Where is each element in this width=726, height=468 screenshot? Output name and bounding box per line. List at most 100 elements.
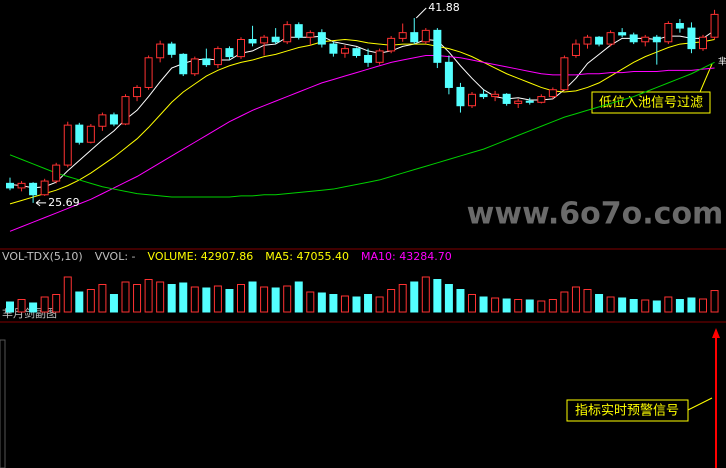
candle-body	[444, 61, 453, 88]
candle-body	[514, 100, 523, 104]
volume-bar	[710, 290, 719, 313]
volume-bar	[652, 300, 661, 313]
annotation-box	[591, 91, 711, 114]
candle-body	[98, 114, 107, 127]
indicator-label: MA10: 43284.70	[361, 250, 452, 263]
low-label: 25.69	[48, 196, 80, 209]
volume-bar	[675, 299, 684, 313]
indicator-label: MA5: 47055.40	[265, 250, 349, 263]
volume-bar	[133, 284, 142, 313]
candle-body	[17, 182, 26, 189]
candle-body	[6, 182, 14, 189]
volume-bar	[329, 294, 338, 313]
watermark: www.6o7o.com	[467, 197, 724, 232]
volume-bar	[271, 287, 280, 313]
volume-bar	[537, 300, 546, 313]
candle-body	[29, 182, 38, 196]
annotation: 指标实时预警信号	[575, 403, 679, 419]
volume-bar	[29, 302, 38, 313]
candle-body	[306, 32, 315, 38]
candle-body	[583, 36, 592, 45]
candle-body	[364, 54, 373, 63]
candle-body	[75, 124, 84, 143]
candle-body	[433, 29, 442, 63]
volume-bar	[213, 285, 222, 313]
candle-body	[248, 39, 257, 44]
candle-body	[699, 36, 707, 50]
volume-bar	[109, 294, 118, 313]
candle-body	[190, 58, 199, 75]
volume-bar	[514, 299, 523, 313]
candle-body	[156, 43, 165, 59]
candle-body	[317, 32, 326, 45]
volume-bar	[699, 298, 707, 313]
volume-bar	[618, 297, 627, 313]
volume-bar	[52, 294, 61, 313]
candle-body	[560, 57, 569, 91]
volume-bar	[433, 279, 442, 313]
candle-body	[167, 43, 176, 55]
candle-body	[179, 53, 188, 75]
volume-bar	[444, 284, 453, 313]
volume-bar	[595, 294, 604, 313]
candle-body	[629, 34, 638, 43]
candle-body	[329, 43, 338, 54]
volume-bar	[583, 289, 592, 313]
volume-bar	[387, 289, 396, 313]
indicator-label: VOLUME: 42907.86	[148, 250, 254, 263]
candle-body	[491, 93, 500, 98]
candle-body	[410, 32, 419, 43]
volume-bar	[248, 281, 257, 313]
volume-bar	[86, 289, 95, 313]
annotation-arrow	[687, 397, 713, 411]
volume-bar	[352, 296, 361, 313]
volume-bar	[687, 297, 696, 313]
volume-bar	[40, 296, 49, 313]
candle-body	[537, 96, 546, 103]
candle-body	[652, 36, 661, 43]
volume-bar	[375, 296, 384, 313]
candle-body	[571, 43, 580, 56]
left-strip	[0, 339, 6, 468]
candle-body	[202, 58, 211, 66]
candle-body	[375, 50, 384, 63]
indicator-label: VOL-TDX(5,10)	[2, 250, 83, 263]
candle-body	[294, 24, 303, 38]
volume-bar	[468, 294, 476, 313]
candle-body	[456, 86, 465, 107]
ma-line	[9, 54, 715, 232]
volume-bar	[456, 289, 465, 313]
candle-body	[710, 13, 719, 38]
volume-bar	[190, 286, 199, 313]
volume-bar	[479, 296, 488, 313]
volume-bar	[167, 284, 176, 313]
candle-body	[283, 24, 292, 43]
volume-bar	[364, 294, 373, 313]
volume-bar	[75, 291, 84, 313]
candle-body	[133, 86, 142, 98]
volume-bar	[294, 281, 303, 313]
candle-body	[121, 96, 130, 125]
candle-body	[144, 57, 153, 88]
volume-bar	[156, 281, 165, 313]
candle-body	[387, 37, 396, 52]
volume-bar	[560, 291, 569, 313]
volume-bar	[491, 297, 500, 313]
volume-bar	[225, 289, 234, 313]
volume-bar	[571, 286, 580, 313]
candle-body	[468, 93, 476, 107]
volume-bar	[283, 285, 292, 313]
volume-bar	[664, 296, 673, 313]
volume-bar	[421, 276, 430, 313]
candle-body	[52, 164, 61, 182]
candle-body	[225, 48, 234, 58]
candle-body	[525, 100, 534, 103]
candle-body	[237, 39, 245, 58]
volume-bar	[98, 284, 107, 313]
volume-bar	[548, 299, 557, 313]
signal-arrow	[712, 328, 720, 338]
candle-body	[664, 23, 673, 43]
volume-bar	[237, 284, 245, 313]
volume-bar	[525, 299, 534, 313]
